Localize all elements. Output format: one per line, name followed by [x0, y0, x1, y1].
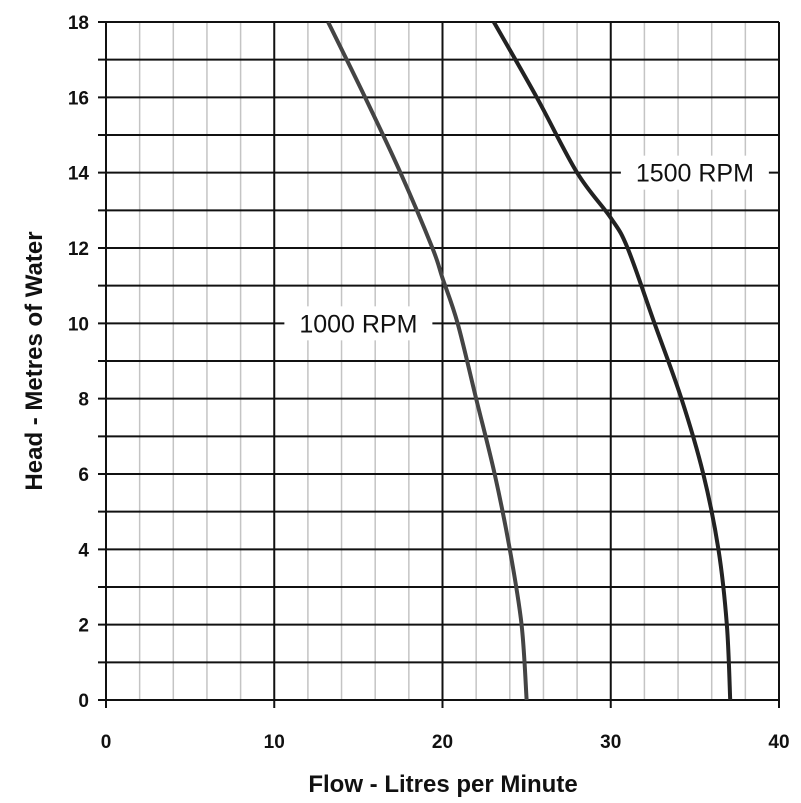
y-tick-label: 2: [78, 616, 89, 637]
curve-1500-rpm: [492, 21, 733, 701]
y-tick-label: 10: [68, 314, 89, 335]
x-tick-label: 40: [768, 732, 789, 753]
y-tick-label: 16: [68, 88, 89, 109]
y-axis-label: Head - Metres of Water: [21, 231, 48, 490]
curves: [326, 21, 733, 701]
y-tick-label: 0: [78, 691, 89, 712]
x-tick-label: 20: [432, 732, 453, 753]
x-tick-label: 30: [600, 732, 621, 753]
y-tick-label: 4: [78, 540, 89, 561]
y-tick-label: 6: [78, 465, 89, 486]
grid: [98, 21, 780, 708]
y-tick-label: 14: [68, 164, 90, 185]
annotation-1500-bg: [620, 155, 769, 190]
x-tick-label: 0: [101, 732, 112, 753]
y-tick-label: 12: [68, 239, 89, 260]
tick-labels: 0 10 20 30 40 0 2 4 6 8 10 12 14 16 18: [68, 13, 790, 753]
curve-1000-rpm: [326, 21, 529, 701]
annotation-1000-rpm: 1000 RPM: [299, 310, 417, 338]
x-axis-label: Flow - Litres per Minute: [308, 771, 577, 798]
annotations: 1000 RPM 1500 RPM: [284, 155, 769, 341]
y-tick-label: 8: [78, 390, 89, 411]
annotation-1500-rpm: 1500 RPM: [636, 160, 754, 188]
y-tick-label: 18: [68, 13, 89, 34]
x-tick-label: 10: [264, 732, 285, 753]
annotation-1000-bg: [284, 306, 433, 341]
